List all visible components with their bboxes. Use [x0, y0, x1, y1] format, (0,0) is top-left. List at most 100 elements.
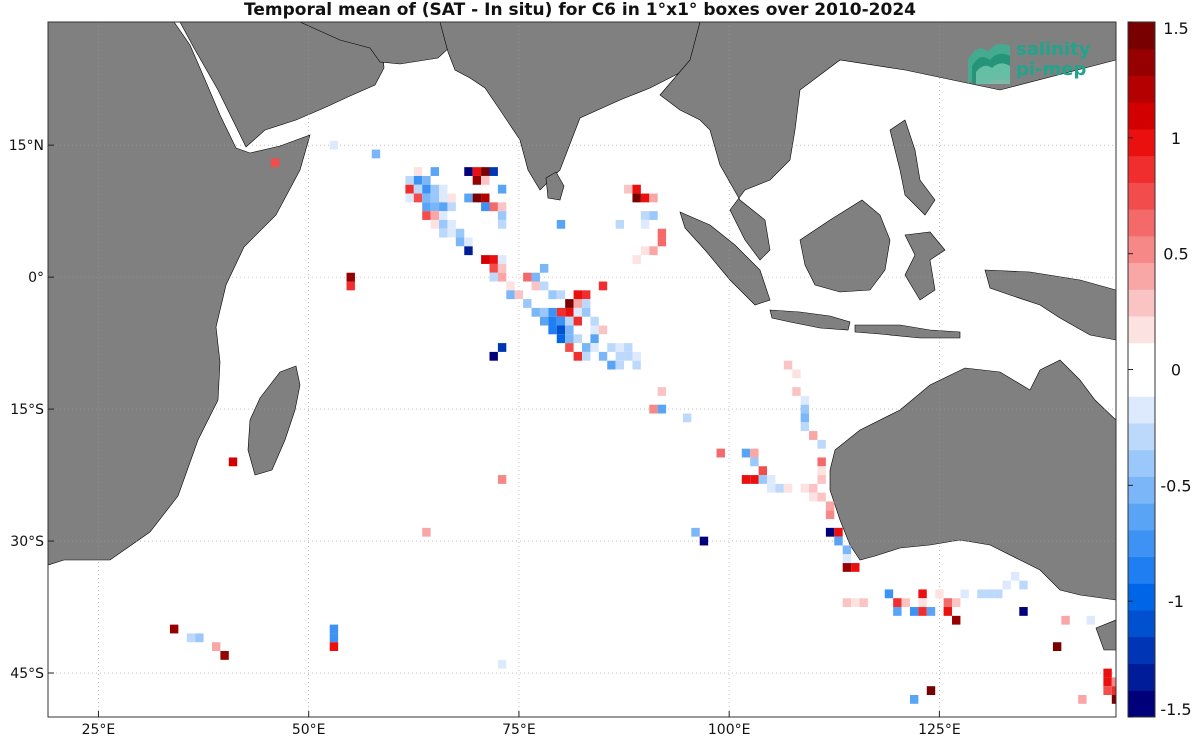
data-cell-195 [952, 615, 961, 625]
data-cell-94 [565, 334, 574, 344]
land-australia [829, 359, 1116, 601]
colorbar-segment-23 [1128, 75, 1155, 103]
data-cell-178 [842, 554, 852, 564]
colorbar-tick-label-4: -0.5 [1160, 476, 1191, 495]
data-cell-20 [422, 202, 431, 212]
logo-text-pimep: pi-mep [1016, 59, 1087, 80]
data-cell-130 [640, 246, 650, 256]
data-cell-213 [1078, 695, 1087, 704]
data-cell-224 [211, 642, 221, 652]
data-cell-43 [497, 184, 507, 194]
data-cell-132 [598, 281, 608, 291]
wave-logo-icon [968, 44, 1010, 84]
data-cell-156 [783, 360, 793, 370]
data-cell-163 [800, 422, 810, 432]
data-cell-216 [346, 272, 355, 282]
data-cell-71 [565, 299, 574, 308]
data-cell-78 [556, 307, 566, 317]
data-cell-194 [952, 598, 961, 608]
data-cell-123 [607, 219, 616, 229]
data-cell-69 [573, 290, 582, 300]
data-cell-208 [1103, 677, 1112, 687]
data-cell-151 [783, 483, 793, 493]
data-cell-27 [430, 219, 440, 229]
colorbar: 1.5 1 0.5 0 -0.5 -1 -1.5 [1127, 19, 1192, 719]
data-cell-119 [640, 193, 650, 203]
data-cell-140 [699, 536, 709, 546]
data-cell-225 [220, 651, 229, 660]
data-cell-88 [548, 325, 557, 335]
data-cell-39 [481, 167, 490, 176]
data-cell-81 [582, 307, 591, 317]
data-cell-131 [556, 219, 566, 229]
data-cell-133 [657, 387, 667, 396]
data-cell-70 [582, 290, 591, 300]
data-cell-174 [834, 536, 843, 546]
data-cell-13 [439, 184, 448, 194]
data-cell-0 [270, 158, 280, 168]
data-cell-65 [539, 263, 549, 273]
data-cell-64 [531, 272, 540, 282]
data-cell-209 [1103, 686, 1112, 696]
colorbar-segment-6 [1128, 529, 1155, 558]
colorbar-segment-7 [1128, 503, 1155, 531]
land-sri-lanka [545, 171, 565, 201]
data-cell-167 [817, 466, 826, 476]
data-cell-159 [792, 387, 801, 396]
data-cell-61 [514, 290, 524, 300]
data-cell-45 [472, 193, 482, 203]
data-cell-125 [640, 219, 650, 229]
land-tasmania [1095, 619, 1116, 651]
data-cell-148 [767, 475, 776, 484]
data-cell-77 [548, 307, 557, 317]
data-cell-80 [573, 307, 582, 317]
data-cell-51 [497, 219, 507, 229]
data-cell-40 [489, 167, 498, 176]
logo-text-salinity: salinity [1016, 39, 1091, 60]
colorbar-segment-10 [1128, 422, 1155, 451]
data-cell-9 [405, 184, 414, 194]
data-cell-37 [464, 167, 473, 176]
data-cell-42 [481, 175, 490, 185]
land-java [769, 309, 851, 331]
data-cell-160 [800, 395, 810, 405]
data-cell-184 [893, 607, 902, 616]
data-cell-105 [598, 351, 608, 361]
colorbar-tick-label-1: 1 [1171, 129, 1181, 148]
data-cell-139 [691, 527, 700, 537]
data-cell-87 [590, 316, 599, 326]
lon-tick-label-1: 50°E [292, 722, 326, 738]
data-cell-79 [565, 307, 574, 317]
data-cell-5 [430, 167, 440, 176]
data-cell-100 [598, 343, 608, 352]
data-cell-120 [649, 193, 658, 203]
data-cell-165 [817, 439, 826, 449]
data-cell-138 [716, 448, 725, 458]
data-cell-127 [657, 237, 667, 247]
data-cell-191 [935, 589, 944, 599]
data-cell-102 [615, 343, 625, 352]
data-cell-149 [767, 483, 776, 493]
data-cell-57 [489, 272, 498, 282]
data-cell-197 [977, 589, 986, 599]
data-cell-173 [834, 527, 843, 537]
data-cell-3 [405, 167, 414, 176]
data-cell-190 [918, 598, 927, 608]
data-cell-150 [775, 483, 784, 493]
data-cell-1 [329, 140, 339, 150]
lat-tick-labels: 15°N 0° 15°S 30°S 45°S [9, 138, 54, 682]
data-cell-8 [422, 175, 431, 185]
data-cell-170 [825, 501, 835, 511]
salinity-pimep-logo: salinity pi-mep [966, 38, 1096, 88]
data-cell-189 [926, 607, 936, 616]
data-cell-166 [817, 457, 826, 467]
colorbar-segment-8 [1128, 476, 1155, 504]
data-cell-181 [859, 598, 868, 608]
data-cell-183 [893, 598, 902, 608]
data-cell-83 [548, 316, 557, 326]
data-cell-172 [825, 527, 835, 537]
lon-tick-label-2: 75°E [502, 722, 536, 738]
data-cell-128 [649, 246, 658, 256]
colorbar-tick-label-6: -1.5 [1160, 700, 1191, 719]
data-cell-33 [455, 237, 465, 247]
